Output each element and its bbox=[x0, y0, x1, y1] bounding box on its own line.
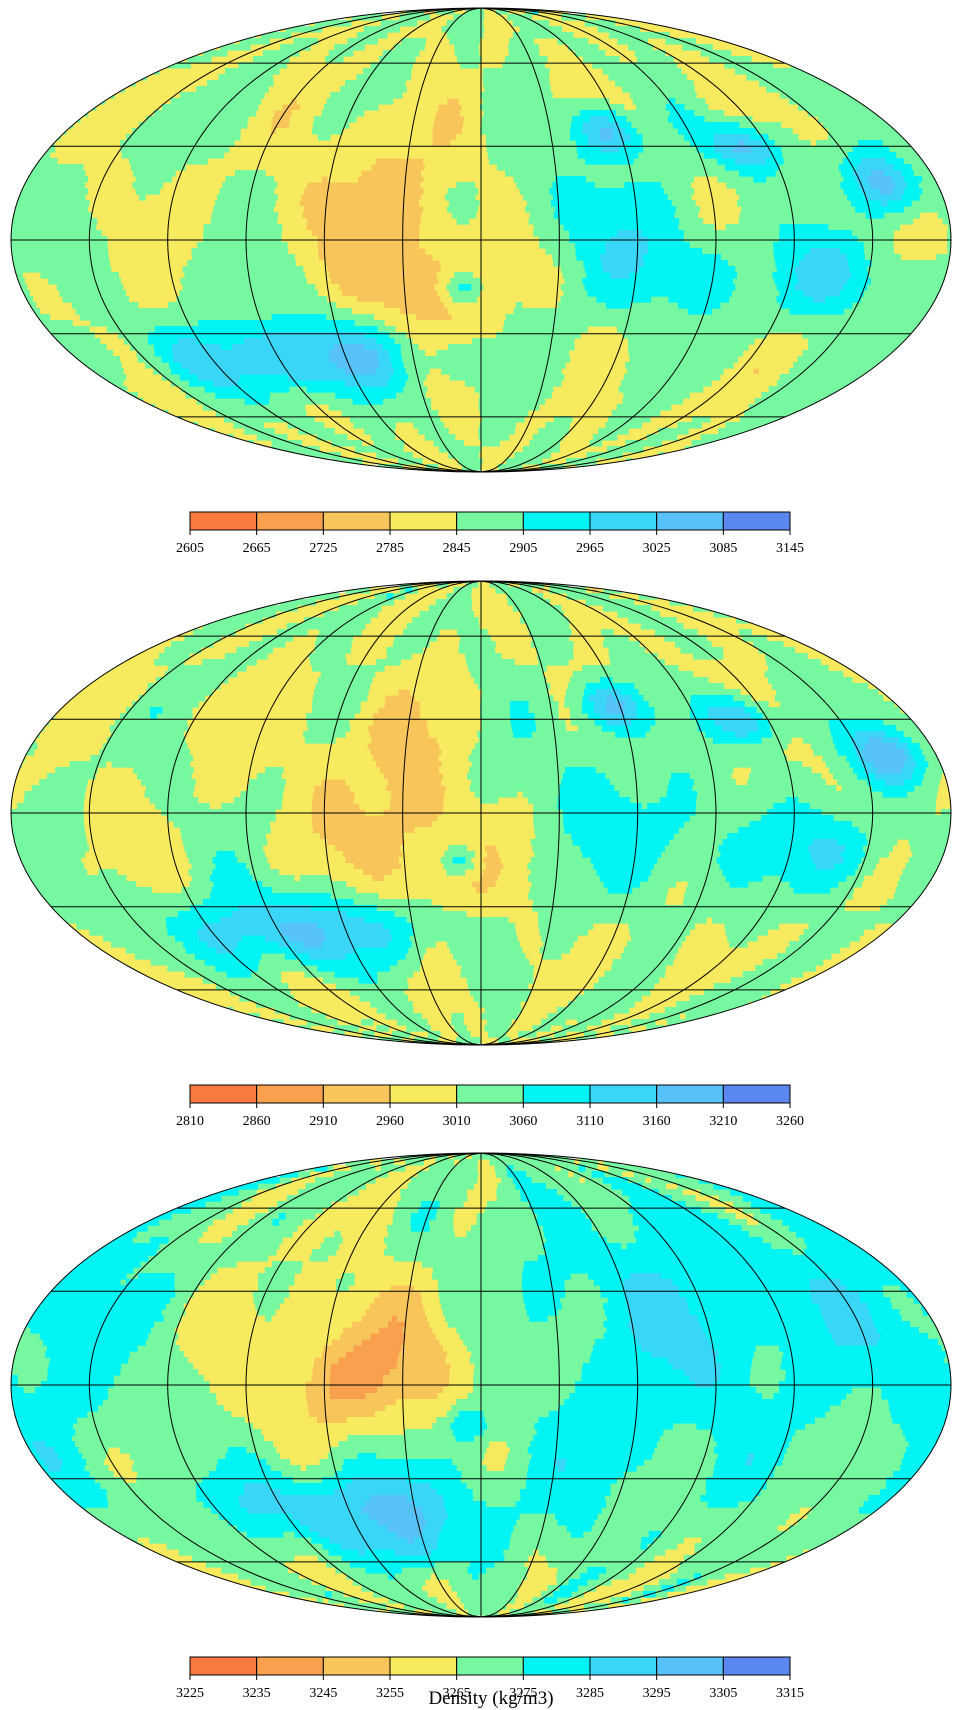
colorbar-tick-label: 3315 bbox=[776, 1686, 804, 1701]
colorbar-swatch bbox=[656, 1084, 724, 1104]
colorbar-swatch bbox=[722, 1656, 791, 1676]
colorbar-swatch bbox=[389, 1656, 458, 1676]
density-contour-band-3 bbox=[305, 1285, 452, 1424]
colorbar-swatch bbox=[189, 1084, 258, 1104]
colorbar-tick-label: 3260 bbox=[776, 1114, 804, 1129]
colorbar-tick-label: 2965 bbox=[576, 541, 604, 556]
density-contour-band-3 bbox=[311, 587, 598, 894]
colorbar-swatch bbox=[256, 511, 324, 531]
density-contour-band-4 bbox=[103, 1153, 816, 1616]
colorbar-swatch bbox=[589, 1656, 658, 1676]
colorbar-swatch bbox=[656, 511, 724, 531]
colorbar-tick-label: 3295 bbox=[643, 1686, 671, 1701]
colorbar-swatch bbox=[322, 1084, 391, 1104]
colorbar-swatch bbox=[189, 1656, 258, 1676]
colorbar-swatch bbox=[256, 1084, 324, 1104]
colorbar-tick-label: 2605 bbox=[176, 541, 204, 556]
map-1-field bbox=[11, 8, 951, 471]
colorbar-swatch bbox=[522, 1084, 591, 1104]
colorbar-swatch bbox=[389, 1084, 458, 1104]
map-1-graticule bbox=[10, 7, 952, 473]
colorbar-swatch bbox=[322, 1656, 391, 1676]
density-contour-band-7 bbox=[172, 116, 907, 387]
map-outline bbox=[10, 580, 952, 1046]
colorbar-tick-label: 3110 bbox=[576, 1114, 603, 1129]
colorbar-tick-label: 3210 bbox=[709, 1114, 737, 1129]
colorbar-tick-label: 3285 bbox=[576, 1686, 604, 1701]
density-contour-band-7 bbox=[32, 1273, 881, 1556]
colorbar-swatch bbox=[522, 1656, 591, 1676]
colorbar-tick-label: 3025 bbox=[643, 541, 671, 556]
colorbar-swatch bbox=[456, 1656, 524, 1676]
map-2-graticule bbox=[10, 580, 952, 1046]
colorbar-swatch bbox=[389, 511, 458, 531]
colorbar-tick-label: 3235 bbox=[243, 1686, 271, 1701]
colorbar-tick-label: 3305 bbox=[709, 1686, 737, 1701]
colorbar-swatch bbox=[656, 1656, 724, 1676]
colorbar-3: 3225 3235 3245 3255 3265 3275 3285 3295 3305 3315 bbox=[176, 1656, 804, 1701]
colorbar-swatch bbox=[322, 511, 391, 531]
colorbar-tick-label: 3245 bbox=[309, 1686, 337, 1701]
density-contour-band-6 bbox=[149, 587, 929, 984]
map-panel-3 bbox=[10, 1152, 952, 1618]
map-panel-1 bbox=[10, 7, 952, 473]
density-contour-band-5 bbox=[11, 8, 951, 471]
colorbar-tick-label: 2910 bbox=[309, 1114, 337, 1129]
density-contour-band-5 bbox=[11, 581, 951, 1044]
colorbar-tick-label: 3060 bbox=[509, 1114, 537, 1129]
colorbar-tick-label: 2860 bbox=[243, 1114, 271, 1129]
colorbar-tick-label: 2810 bbox=[176, 1114, 204, 1129]
density-contour-band-3 bbox=[270, 8, 760, 375]
colorbar-tick-label: 2665 bbox=[243, 541, 271, 556]
map-3-graticule bbox=[10, 1152, 952, 1618]
density-contour-band-4 bbox=[22, 8, 949, 471]
colorbar-tick-label: 3265 bbox=[443, 1686, 471, 1701]
density-contour-band-8 bbox=[361, 1495, 427, 1544]
colorbar-tick-label: 3225 bbox=[176, 1686, 204, 1701]
colorbar-tick-label: 2960 bbox=[376, 1114, 404, 1129]
colorbar-tick-label: 3275 bbox=[509, 1686, 537, 1701]
colorbar-2: 2810 2860 2910 2960 3010 3060 3110 3160 3210 3260 bbox=[176, 1084, 804, 1129]
colorbar-tick-label: 2785 bbox=[376, 541, 404, 556]
density-contour-band-5 bbox=[11, 1153, 951, 1616]
colorbar-swatch bbox=[522, 511, 591, 531]
map-2-field bbox=[11, 581, 951, 1044]
density-contour-band-7 bbox=[197, 689, 917, 960]
colorbar-swatch bbox=[256, 1656, 324, 1676]
colorbar-swatch bbox=[456, 511, 524, 531]
map-panel-2 bbox=[10, 580, 952, 1046]
map-3-field bbox=[11, 1153, 951, 1616]
map-outline bbox=[10, 1152, 952, 1618]
colorbar-tick-label: 3010 bbox=[443, 1114, 471, 1129]
density-contour-band-4 bbox=[11, 581, 951, 1044]
map-outline bbox=[10, 7, 952, 473]
density-contour-band-6 bbox=[11, 1165, 951, 1604]
colorbar-axis-label: Density (kg/m3) bbox=[428, 1688, 553, 1709]
colorbar-tick-label: 3160 bbox=[643, 1114, 671, 1129]
colorbar-swatch bbox=[456, 1084, 524, 1104]
density-contour-band-2 bbox=[329, 1315, 407, 1400]
colorbar-tick-label: 3085 bbox=[709, 541, 737, 556]
colorbar-swatch bbox=[589, 1084, 658, 1104]
colorbar-tick-label: 2845 bbox=[443, 541, 471, 556]
colorbar-1: 2605 2665 2725 2785 2845 2905 2965 3025 3085 3145 bbox=[176, 511, 804, 556]
colorbar-swatch bbox=[722, 1084, 791, 1104]
colorbar-swatch bbox=[189, 511, 258, 531]
colorbar-tick-label: 2725 bbox=[309, 541, 337, 556]
colorbar-tick-label: 3145 bbox=[776, 541, 804, 556]
colorbar-tick-label: 3255 bbox=[376, 1686, 404, 1701]
colorbar-tick-label: 2905 bbox=[509, 541, 537, 556]
colorbar-swatch bbox=[589, 511, 658, 531]
colorbar-swatch bbox=[722, 511, 791, 531]
